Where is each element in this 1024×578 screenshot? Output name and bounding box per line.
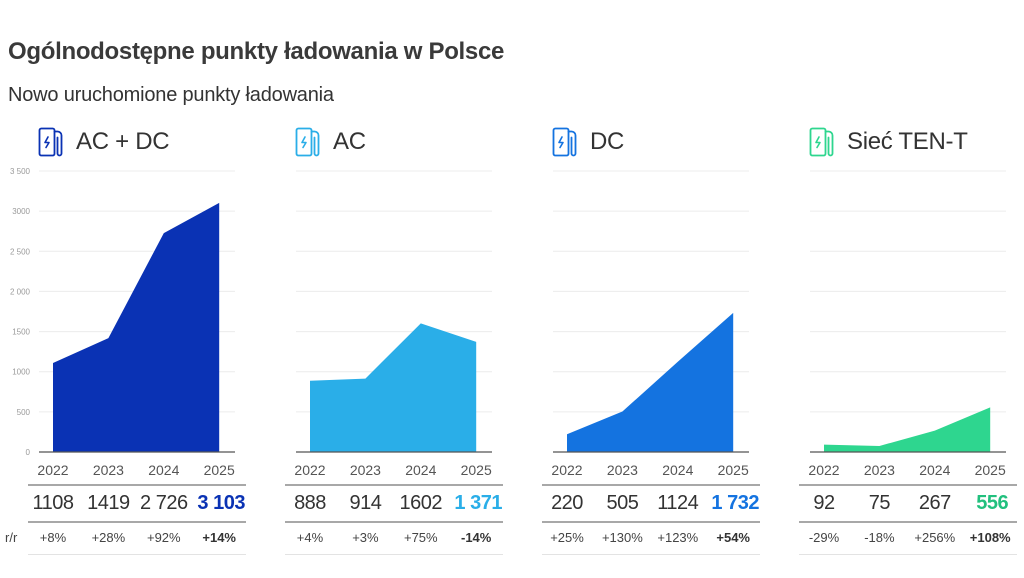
panel-header: AC + DC: [38, 126, 170, 158]
table-divider: [542, 484, 760, 486]
y-tick-label: 1000: [12, 368, 30, 377]
ev-charger-icon: [38, 127, 63, 157]
page-subtitle: Nowo uruchomione punkty ładowania: [8, 84, 334, 106]
year-label: 2025: [460, 462, 492, 478]
value-cell: 92: [813, 492, 835, 514]
year-label: 2025: [203, 462, 235, 478]
year-label: 2022: [37, 462, 69, 478]
year-label: 2023: [349, 462, 381, 478]
year-label: 2023: [92, 462, 124, 478]
value-cell: 1124: [657, 492, 699, 514]
panel-header: Sieć TEN-T: [809, 126, 968, 158]
value-cell: 267: [918, 492, 951, 514]
yoy-change-cell: +108%: [969, 530, 1011, 545]
yoy-change-cell: +25%: [550, 530, 584, 545]
value-2025-highlight: 1 732: [711, 492, 759, 514]
yoy-change-cell: +75%: [403, 530, 438, 545]
year-label: 2024: [919, 462, 951, 478]
yoy-change-cell: +3%: [352, 530, 379, 545]
year-label: 2024: [405, 462, 437, 478]
y-axis: 3 500 3000 2 500 2 000 1500 1000 500 0: [10, 167, 31, 457]
y-tick-label: 3 500: [10, 167, 31, 176]
area-series: [567, 312, 734, 452]
area-series: [824, 407, 991, 452]
value-cell: 1419: [87, 492, 130, 514]
yoy-change-cell: -29%: [808, 530, 840, 545]
year-label: 2022: [551, 462, 583, 478]
yoy-change-cell: -14%: [461, 530, 492, 545]
value-cell: 220: [551, 492, 583, 514]
ev-charger-icon: [809, 127, 834, 157]
chart-panel-1: AC + DC 2022 2023 2024 2025 1108 1419 2 726 3 1…: [0, 0, 257, 578]
y-tick-label: 3000: [12, 207, 30, 216]
area-chart: [296, 170, 492, 453]
table-divider: [285, 521, 503, 523]
value-cell: 505: [606, 492, 639, 514]
year-label: 2022: [294, 462, 326, 478]
table-divider: [28, 521, 246, 523]
yoy-change-cell: +256%: [914, 530, 956, 545]
area-chart: [553, 170, 749, 453]
panel-title: DC: [590, 128, 625, 155]
yoy-change-cell: +54%: [716, 530, 750, 545]
year-label: 2025: [717, 462, 749, 478]
value-cell: 75: [868, 492, 891, 514]
table-divider: [542, 521, 760, 523]
value-cell: 914: [349, 492, 382, 514]
table-divider: [799, 554, 1017, 555]
area-chart: [39, 170, 235, 453]
ev-charger-icon: [552, 127, 577, 157]
year-label: 2023: [606, 462, 638, 478]
panel-title: AC: [333, 128, 366, 155]
table-divider: [28, 554, 246, 555]
value-2025-highlight: 556: [976, 492, 1009, 514]
y-tick-label: 500: [17, 408, 31, 417]
yoy-change-cell: +28%: [91, 530, 126, 545]
value-cell: 1602: [399, 492, 443, 514]
yoy-row-label: r/r: [5, 530, 18, 545]
panel-title: Sieć TEN-T: [847, 128, 968, 155]
panel-header: DC: [552, 126, 624, 158]
y-tick-label: 1500: [12, 328, 30, 337]
year-label: 2025: [974, 462, 1006, 478]
chart-panel-3: DC 2022 2023 2024 2025 220 505 1124 1 732 +25% +1…: [514, 0, 771, 578]
year-label: 2023: [863, 462, 895, 478]
value-cell: 2 726: [140, 492, 188, 514]
yoy-change-cell: +92%: [146, 530, 181, 545]
table-divider: [799, 484, 1017, 486]
table-divider: [285, 554, 503, 555]
y-tick-label: 2 500: [10, 247, 31, 256]
y-tick-label: 2 000: [10, 287, 31, 296]
yoy-change-cell: +4%: [296, 530, 324, 545]
panel-header: AC: [295, 126, 366, 158]
year-label: 2022: [808, 462, 840, 478]
yoy-change-cell: +123%: [657, 530, 699, 545]
area-chart: [810, 170, 1006, 453]
value-cell: 888: [294, 492, 326, 514]
value-cell: 1108: [32, 492, 74, 514]
area-series: [53, 202, 220, 452]
table-divider: [28, 484, 246, 486]
panel-title: AC + DC: [76, 128, 170, 155]
value-2025-highlight: 3 103: [197, 492, 245, 514]
table-divider: [799, 521, 1017, 523]
value-2025-highlight: 1 371: [454, 492, 502, 514]
yoy-change-cell: +130%: [601, 530, 643, 545]
yoy-change-cell: -18%: [864, 530, 895, 545]
area-series: [310, 323, 477, 452]
year-label: 2024: [148, 462, 180, 478]
yoy-change-cell: +8%: [39, 530, 67, 545]
page-title: Ogólnodostępne punkty ładowania w Polsce: [8, 38, 505, 65]
table-divider: [542, 554, 760, 555]
ev-charger-icon: [295, 127, 320, 157]
chart-panel-4: Sieć TEN-T 2022 2023 2024 2025 92 75 267 556 -29…: [771, 0, 1024, 578]
table-divider: [285, 484, 503, 486]
chart-panel-2: AC 2022 2023 2024 2025 888 914 1602 1 371 +4% +3%…: [257, 0, 514, 578]
yoy-change-cell: +14%: [202, 530, 236, 545]
year-label: 2024: [662, 462, 694, 478]
y-tick-label: 0: [26, 448, 31, 457]
